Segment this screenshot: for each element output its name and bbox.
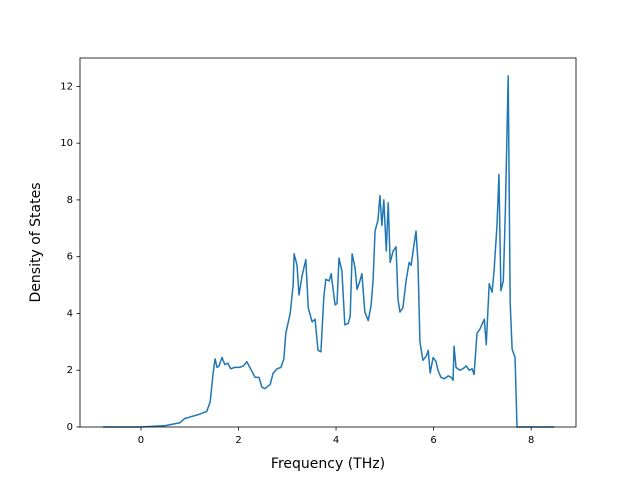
y-tick-label: 10 [60, 138, 73, 149]
x-tick-label: 4 [333, 435, 339, 446]
y-tick-label: 0 [67, 422, 73, 433]
plot-frame [79, 57, 577, 428]
x-tick-label: 6 [430, 435, 436, 446]
y-tick-label: 12 [60, 81, 73, 92]
y-tick-label: 6 [67, 252, 73, 263]
x-tick-label: 2 [235, 435, 241, 446]
x-axis-label: Frequency (THz) [271, 456, 385, 472]
x-tick-label: 0 [138, 435, 144, 446]
x-tick-label: 8 [528, 435, 534, 446]
y-tick-label: 8 [67, 195, 73, 206]
y-tick-label: 4 [67, 308, 73, 319]
line-series [102, 75, 555, 428]
y-tick-label: 2 [67, 365, 73, 376]
y-axis-label: Density of States [28, 183, 44, 303]
